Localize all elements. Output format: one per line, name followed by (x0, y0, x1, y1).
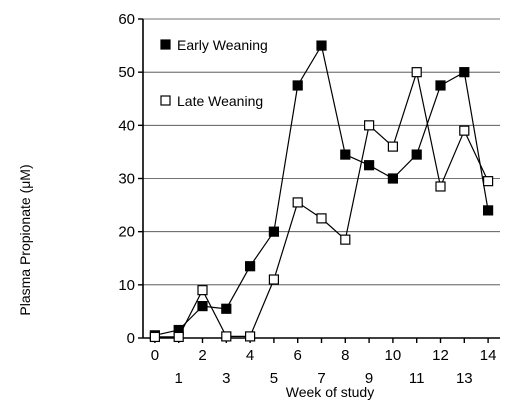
y-tick-label-30: 30 (118, 171, 135, 188)
point-early-weaning-11 (411, 149, 422, 160)
y-axis-title: Plasma Propionate (μM) (17, 164, 33, 315)
point-late-weaning-14 (483, 176, 494, 187)
point-early-weaning-8 (340, 149, 351, 160)
legend-label-late-weaning: Late Weaning (177, 93, 263, 109)
x-tick-label-11: 11 (409, 370, 425, 387)
x-tick-label-4: 4 (246, 347, 254, 364)
legend-marker-early-weaning (160, 39, 171, 50)
x-tick-label-0: 0 (151, 347, 159, 364)
point-late-weaning-10 (387, 141, 398, 152)
point-early-weaning-14 (483, 205, 494, 216)
point-late-weaning-7 (316, 213, 327, 224)
x-tick-label-13: 13 (456, 370, 473, 387)
x-tick-label-6: 6 (294, 347, 302, 364)
point-late-weaning-13 (459, 125, 470, 136)
x-tick-label-7: 7 (317, 370, 325, 387)
point-early-weaning-9 (364, 160, 375, 171)
point-late-weaning-1 (173, 331, 184, 343)
series-line-late-weaning (154, 69, 489, 338)
point-early-weaning-5 (268, 226, 279, 237)
x-tick-label-1: 1 (175, 370, 183, 387)
point-early-weaning-6 (292, 80, 303, 91)
point-early-weaning-10 (387, 173, 398, 184)
x-tick-label-2: 2 (198, 347, 206, 364)
y-tick-label-10: 10 (118, 277, 135, 294)
point-early-weaning-3 (221, 303, 232, 314)
point-late-weaning-4 (245, 331, 256, 342)
x-tick-label-8: 8 (341, 347, 349, 364)
point-late-weaning-3 (221, 331, 232, 342)
point-late-weaning-9 (364, 120, 375, 131)
y-tick-label-50: 50 (118, 64, 135, 81)
y-tick-label-40: 40 (118, 117, 135, 134)
point-late-weaning-12 (435, 181, 446, 192)
x-axis-title: Week of study (286, 384, 374, 400)
y-tick-label-0: 0 (127, 330, 135, 347)
gridlines (143, 18, 500, 286)
x-tick-label-14: 14 (480, 347, 497, 364)
point-late-weaning-11 (411, 67, 422, 78)
series (149, 40, 494, 343)
x-tick-label-5: 5 (270, 370, 278, 387)
point-late-weaning-5 (268, 274, 279, 285)
point-late-weaning-6 (292, 197, 303, 208)
y-ticks: 0 10 20 30 40 50 60 (118, 11, 143, 347)
point-early-weaning-2 (197, 301, 208, 312)
legend-marker-late-weaning (160, 95, 171, 106)
y-tick-label-20: 20 (118, 224, 135, 241)
point-early-weaning-13 (459, 67, 470, 78)
point-early-weaning-12 (435, 80, 446, 91)
y-tick-label-60: 60 (118, 11, 135, 28)
x-tick-label-12: 12 (432, 347, 449, 364)
point-early-weaning-4 (245, 261, 256, 272)
legend: Early Weaning Late Weaning (160, 37, 268, 109)
x-tick-label-3: 3 (222, 370, 230, 387)
point-late-weaning-2 (197, 285, 208, 296)
point-late-weaning-8 (340, 234, 351, 245)
x-tick-label-10: 10 (385, 347, 402, 364)
point-early-weaning-7 (316, 40, 327, 51)
x-tick-label-9: 9 (365, 370, 373, 387)
point-late-weaning-0 (149, 331, 160, 343)
legend-label-early-weaning: Early Weaning (177, 37, 268, 53)
